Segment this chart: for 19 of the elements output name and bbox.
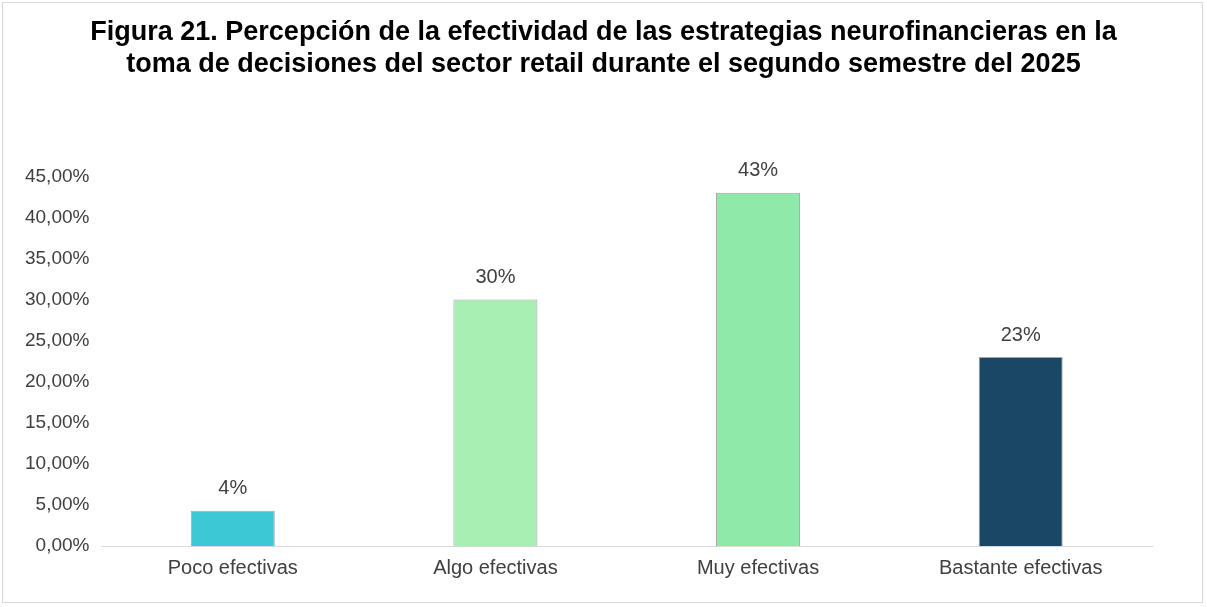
data-label: 4% xyxy=(218,476,248,499)
data-label: 23% xyxy=(1000,322,1041,345)
y-tick-label: 10,00% xyxy=(24,452,90,474)
x-tick-label: Poco efectivas xyxy=(167,555,298,578)
y-tick-label: 25,00% xyxy=(24,328,90,350)
data-label: 43% xyxy=(738,158,779,181)
data-label: 30% xyxy=(475,265,516,288)
y-tick-label: 5,00% xyxy=(35,493,90,515)
y-tick-label: 15,00% xyxy=(24,411,90,433)
chart-title: Figura 21. Percepción de la efectividad de las estrategias neurofinancieras en la toma de decisiones del sector retail durante el segundo semestre del 2025 xyxy=(89,15,1118,79)
y-tick-label: 35,00% xyxy=(24,246,90,268)
y-tick-label: 40,00% xyxy=(24,205,90,227)
x-tick-label: Bastante efectivas xyxy=(938,555,1103,578)
x-tick-label: Muy efectivas xyxy=(696,555,820,578)
y-tick-label: 45,00% xyxy=(24,164,90,186)
y-tick-label: 20,00% xyxy=(24,369,90,391)
y-tick-label: 0,00% xyxy=(35,534,90,556)
x-tick-label: Algo efectivas xyxy=(433,555,558,578)
y-tick-label: 30,00% xyxy=(24,287,90,309)
